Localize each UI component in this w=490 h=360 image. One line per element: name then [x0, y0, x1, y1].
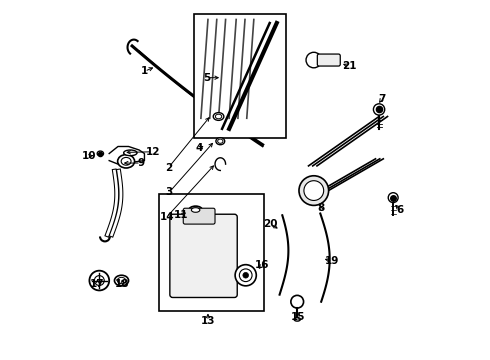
Ellipse shape [216, 138, 225, 145]
Text: 3: 3 [166, 187, 173, 197]
Text: 1: 1 [141, 66, 148, 76]
Circle shape [89, 271, 109, 291]
Circle shape [299, 176, 329, 206]
Text: 19: 19 [325, 256, 340, 266]
Text: 21: 21 [342, 62, 356, 71]
Text: 14: 14 [159, 212, 174, 222]
Circle shape [243, 273, 248, 278]
Text: 15: 15 [291, 312, 305, 322]
Ellipse shape [97, 151, 103, 156]
Circle shape [304, 181, 324, 201]
Circle shape [373, 104, 385, 115]
Text: 5: 5 [204, 73, 211, 83]
Ellipse shape [189, 206, 202, 214]
FancyBboxPatch shape [318, 54, 340, 66]
FancyBboxPatch shape [170, 214, 237, 297]
Text: 6: 6 [396, 205, 404, 215]
Ellipse shape [213, 113, 224, 120]
Text: 9: 9 [137, 158, 145, 168]
Ellipse shape [118, 154, 135, 168]
Ellipse shape [218, 139, 223, 143]
Text: 20: 20 [264, 219, 278, 229]
Text: 18: 18 [115, 279, 129, 289]
Bar [194, 14, 286, 138]
Ellipse shape [115, 275, 128, 286]
Text: 16: 16 [255, 260, 269, 270]
FancyBboxPatch shape [183, 208, 215, 224]
Text: 12: 12 [146, 147, 160, 157]
Text: 13: 13 [201, 316, 215, 326]
Text: 4: 4 [196, 143, 203, 153]
Circle shape [95, 276, 104, 285]
Ellipse shape [121, 157, 131, 165]
Ellipse shape [216, 114, 221, 119]
Ellipse shape [192, 208, 200, 212]
Circle shape [306, 52, 321, 68]
Circle shape [235, 265, 256, 286]
Text: 17: 17 [90, 279, 105, 289]
Ellipse shape [294, 318, 300, 321]
Text: 2: 2 [165, 163, 172, 173]
Text: 7: 7 [378, 94, 386, 104]
Ellipse shape [123, 150, 137, 156]
Bar [159, 194, 265, 311]
Text: 11: 11 [174, 210, 189, 220]
Ellipse shape [117, 277, 126, 284]
Text: 10: 10 [82, 151, 97, 161]
Circle shape [388, 193, 398, 203]
Circle shape [291, 295, 304, 308]
Text: 8: 8 [317, 203, 324, 213]
Circle shape [239, 269, 252, 282]
